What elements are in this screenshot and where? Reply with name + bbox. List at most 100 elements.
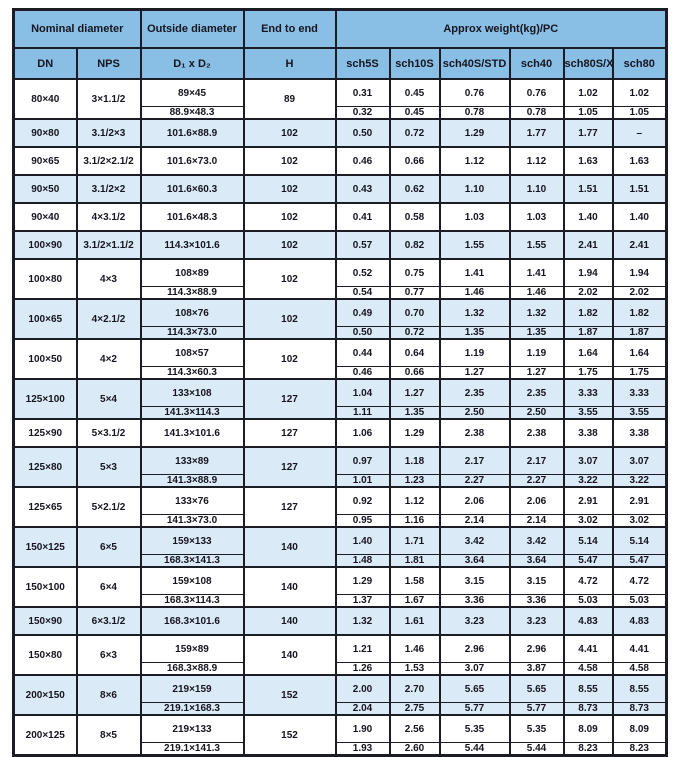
weight-cell: 1.29 — [388, 418, 441, 448]
weight-cell: 0.45 — [388, 78, 441, 107]
weight-cell: 1.16 — [388, 514, 441, 528]
h-cell: 140 — [242, 526, 337, 568]
weight-cell: 2.14 — [508, 514, 565, 528]
weight-cell: 1.18 — [388, 446, 441, 475]
weight-cell: 1.21 — [334, 634, 391, 663]
od-cell: 141.3×73.0 — [139, 514, 245, 528]
weight-cell: 1.32 — [508, 298, 565, 327]
weight-cell: 5.35 — [438, 714, 511, 743]
weight-cell: 2.96 — [438, 634, 511, 663]
weight-cell: 1.06 — [334, 418, 391, 448]
weight-cell: 3.15 — [438, 566, 511, 595]
weight-cell: 0.31 — [334, 78, 391, 107]
weight-cell: 0.32 — [334, 106, 391, 120]
weight-cell: 4.83 — [562, 606, 614, 636]
dn-cell: 100×50 — [12, 338, 78, 380]
weight-cell: 1.77 — [562, 118, 614, 148]
h-cell: 102 — [242, 230, 337, 260]
weight-cell: 3.64 — [438, 554, 511, 568]
table-subrow: 141.3×114.3 1.11 1.35 2.50 2.50 3.55 3.55 — [14, 406, 668, 420]
header-sch40: sch40 — [508, 47, 565, 80]
weight-cell: 1.26 — [334, 662, 391, 676]
table-row: 90×65 3.1/2×2.1/2 101.6×73.0 102 0.46 0.66 1.1… — [12, 146, 668, 176]
weight-cell: 5.77 — [508, 702, 565, 716]
weight-cell: 1.46 — [388, 634, 441, 663]
weight-cell: 3.22 — [611, 474, 668, 488]
nps-cell: 5×3 — [75, 446, 142, 488]
weight-cell: 0.92 — [334, 486, 391, 515]
header-approx-weight: Approx weight(kg)/PC — [334, 8, 668, 49]
od-cell: 133×89 — [139, 446, 245, 475]
weight-cell: 0.41 — [334, 202, 391, 232]
od-cell: 219.1×168.3 — [139, 702, 245, 716]
table-row: 150×100 6×4 159×108 140 1.29 1.58 3.15 3.15 4.72… — [12, 566, 668, 608]
weight-cell: 0.66 — [388, 146, 441, 176]
header-sch80: sch80 — [611, 47, 668, 80]
weight-cell: 2.91 — [611, 486, 668, 515]
weight-cell: 0.57 — [334, 230, 391, 260]
table-row: 125×100 5×4 133×108 127 1.04 1.27 2.35 2.35 3.33… — [12, 378, 668, 420]
header-sch10s: sch10S — [388, 47, 441, 80]
weight-cell: 1.27 — [508, 366, 565, 380]
table-row: 200×150 8×6 219×159 152 2.00 2.70 5.65 5.65 8.55… — [12, 674, 668, 716]
weight-cell: 1.12 — [438, 146, 511, 176]
h-cell: 102 — [242, 338, 337, 380]
weight-cell: 1.61 — [388, 606, 441, 636]
h-cell: 140 — [242, 566, 337, 608]
od-cell: 159×108 — [139, 566, 245, 595]
od-cell: 168.3×141.3 — [139, 554, 245, 568]
od-cell: 114.3×73.0 — [139, 326, 245, 340]
weight-cell: 0.82 — [388, 230, 441, 260]
weight-cell: 1.11 — [334, 406, 391, 420]
weight-cell: 1.58 — [388, 566, 441, 595]
weight-cell: 3.33 — [611, 378, 668, 407]
weight-cell: 8.23 — [611, 742, 668, 757]
weight-cell: 1.05 — [562, 106, 614, 120]
nps-cell: 3.1/2×2.1/2 — [75, 146, 142, 176]
od-cell: 219×133 — [139, 714, 245, 743]
weight-cell: 0.50 — [334, 118, 391, 148]
weight-cell: 1.04 — [334, 378, 391, 407]
od-cell: 159×89 — [139, 634, 245, 663]
header-dn: DN — [12, 47, 78, 80]
weight-cell: 2.17 — [438, 446, 511, 475]
header-end-to-end: End to end — [242, 8, 337, 49]
od-cell: 168.3×101.6 — [139, 606, 245, 636]
weight-cell: 2.27 — [508, 474, 565, 488]
table-row: 125×90 5×3.1/2 141.3×101.6 127 1.06 1.29 2.38 2… — [12, 418, 668, 448]
weight-cell: 1.35 — [508, 326, 565, 340]
weight-cell: 1.94 — [611, 258, 668, 287]
weight-cell: 2.91 — [562, 486, 614, 515]
weight-cell: 5.14 — [611, 526, 668, 555]
weight-cell: 1.46 — [508, 286, 565, 300]
table-subrow: 114.3×88.9 0.54 0.77 1.46 1.46 2.02 2.02 — [14, 286, 668, 300]
weight-cell: 1.35 — [388, 406, 441, 420]
dn-cell: 100×80 — [12, 258, 78, 300]
weight-cell: 1.77 — [508, 118, 565, 148]
header-h: H — [242, 47, 337, 80]
nps-cell: 4×2.1/2 — [75, 298, 142, 340]
od-cell: 108×89 — [139, 258, 245, 287]
weight-cell: 2.50 — [438, 406, 511, 420]
table-row: 90×40 4×3.1/2 101.6×48.3 102 0.41 0.58 1.03 1.0… — [12, 202, 668, 232]
weight-cell: 2.96 — [508, 634, 565, 663]
nps-cell: 4×2 — [75, 338, 142, 380]
weight-cell: 8.55 — [611, 674, 668, 703]
weight-cell: 1.40 — [334, 526, 391, 555]
od-cell: 159×133 — [139, 526, 245, 555]
weight-cell: 3.23 — [508, 606, 565, 636]
weight-cell: 0.77 — [388, 286, 441, 300]
weight-cell: 0.72 — [388, 118, 441, 148]
nps-cell: 4×3.1/2 — [75, 202, 142, 232]
od-cell: 133×108 — [139, 378, 245, 407]
h-cell: 140 — [242, 634, 337, 676]
dn-cell: 150×100 — [12, 566, 78, 608]
weight-cell: 8.09 — [562, 714, 614, 743]
weight-cell: 8.73 — [611, 702, 668, 716]
dn-cell: 100×90 — [12, 230, 78, 260]
nps-cell: 8×5 — [75, 714, 142, 757]
od-cell: 88.9×48.3 — [139, 106, 245, 120]
weight-cell: – — [611, 118, 668, 148]
weight-cell: 3.42 — [508, 526, 565, 555]
h-cell: 102 — [242, 146, 337, 176]
